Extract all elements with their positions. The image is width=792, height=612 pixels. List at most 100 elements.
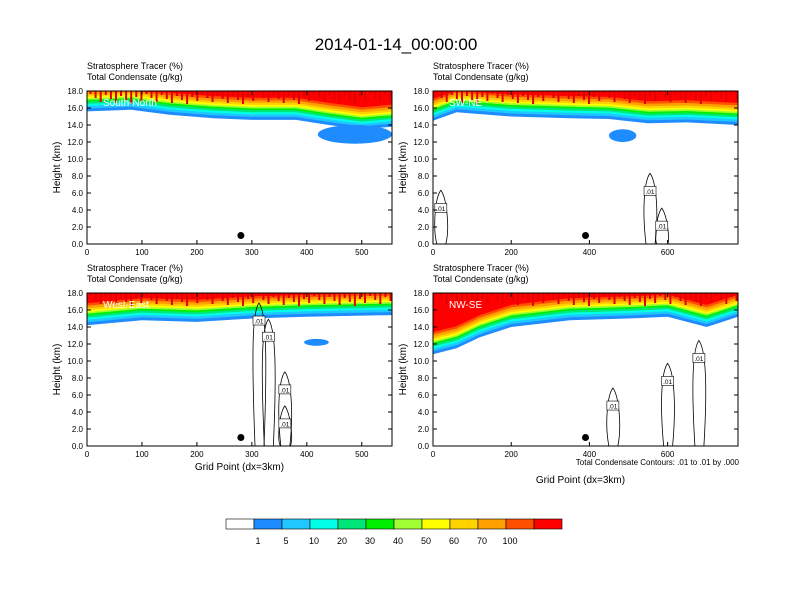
contour-label-box [643,186,657,196]
tracer-streak [644,293,646,306]
tracer-streak [181,91,183,100]
x-tick-label: 100 [135,450,149,459]
tracer-streak [292,293,295,302]
y-tick-label: 2.0 [418,223,430,232]
tracer-streak [623,91,626,99]
tracer-streak [481,91,484,97]
tracer-streak [689,293,692,298]
tracer-blob [304,338,329,346]
tracer-streak [435,91,438,94]
tracer-streak [247,91,250,97]
colorbar-label: 70 [477,536,487,546]
y-tick-label: 14.0 [413,323,429,332]
x-tick-label: 0 [431,450,436,459]
contour-line [278,371,293,446]
colorbar-label: 10 [309,536,319,546]
tracer-streak [455,293,458,301]
y-tick-label: 16.0 [413,306,429,315]
tracer-streak [216,91,219,95]
tracer-streak [618,91,621,95]
tracer-streak [547,293,550,296]
panel-west-east: Stratosphere Tracer (%)Total Condensate … [52,263,393,473]
tracer-streak [674,91,677,95]
tracer-streak [486,91,489,101]
tracer-streak [206,293,209,300]
tracer-streak [247,293,250,299]
tracer-streak [511,293,514,301]
tracer-streak [598,293,601,303]
tracer-streak [491,293,494,296]
tracer-streak [211,293,214,304]
tracer-streak [343,91,346,96]
tracer-streak [588,91,590,104]
tracer-streak [145,91,148,94]
panel-label-condensate: Total Condensate (g/kg) [87,274,183,284]
tracer-streak [603,293,606,296]
y-tick-label: 0.0 [418,240,430,249]
y-tick-label: 4.0 [418,206,430,215]
tracer-streak [501,293,504,304]
y-tick-label: 18.0 [67,87,83,96]
tracer-streak [135,91,138,97]
tracer-streak [308,91,311,101]
tracer-streak [603,91,606,94]
tracer-streak [338,293,341,305]
y-tick-label: 2.0 [72,425,84,434]
tracer-streak [313,293,316,296]
x-tick-label: 0 [85,450,90,459]
colorbar-label: 20 [337,536,347,546]
figure-title: 2014-01-14_00:00:00 [315,35,478,54]
contour-label-box [278,384,292,395]
tracer-streak [669,293,672,304]
tracer-streak [720,91,723,98]
tracer-streak [501,91,504,102]
y-tick-label: 14.0 [413,121,429,130]
panel-title: West-East [103,300,149,311]
contour-label-box [655,220,669,231]
tracer-streak [333,91,336,99]
x-tick-label: 300 [245,450,259,459]
tracer-streak [522,91,524,96]
x-tick-label: 600 [661,450,675,459]
tracer-streak [89,293,92,296]
tracer-streak [196,91,199,101]
tracer-streak [516,91,519,103]
tracer-streak [684,293,687,305]
colorbar-swatch [477,518,507,530]
tracer-streak [181,293,183,302]
tracer-streak [486,293,489,303]
tracer-streak [679,91,682,99]
tracer-streak [298,293,300,306]
tracer-streak [94,293,97,300]
tracer-streak [705,91,707,97]
tracer-streak [359,293,361,299]
tracer-streak [481,293,484,299]
tracer-streak [303,91,305,97]
x-tick-label: 200 [190,248,204,257]
tracer-streak [369,293,372,296]
tracer-streak [267,293,270,304]
plot-frame [432,292,739,447]
tracer-streak [226,91,229,103]
tracer-streak [572,91,575,103]
tracer-streak [537,91,540,97]
tracer-streak [359,91,361,97]
tracer-streak [542,91,545,101]
tracer-band [433,293,738,333]
tracer-blob [608,129,637,142]
tracer-streak [527,91,529,100]
tracer-streak [267,91,270,102]
contour-label: .01 [280,387,289,394]
tracer-streak [710,91,712,101]
y-tick-label: 6.0 [72,391,84,400]
tracer-field [433,91,738,142]
y-tick-label: 16.0 [67,104,83,113]
tracer-streak [211,91,214,102]
tracer-streak [109,91,112,99]
x-tick-label: 100 [135,248,149,257]
tracer-streak [303,293,305,299]
tracer-streak [679,293,682,301]
y-tick-label: 10.0 [67,155,83,164]
colorbar-label: 40 [393,536,403,546]
